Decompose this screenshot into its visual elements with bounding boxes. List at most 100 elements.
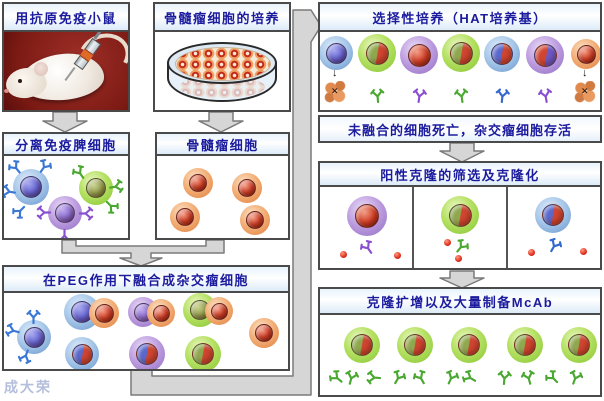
flow-arrow-immunize-to-spleen: [42, 111, 88, 133]
mouse-ear: [34, 62, 48, 76]
antibody-icon: [4, 183, 17, 200]
spleen-cell-icon: [48, 196, 82, 230]
myeloma-cell-icon: [183, 168, 213, 198]
hybridoma-cell-icon: [535, 197, 571, 233]
antibody-icon: [357, 237, 378, 258]
hybridoma-cell-icon: [358, 34, 396, 72]
hybridoma-clone-icon: [561, 327, 597, 363]
flow-arrow-culture-to-myeloma: [198, 111, 244, 133]
clone-well-2: [414, 187, 508, 268]
panel-myeloma-header: 骨髓瘤细胞: [157, 134, 288, 156]
mcab-illustration: [320, 315, 600, 395]
antibody-icon: [342, 368, 360, 386]
hybridoma-cell-icon: [526, 36, 564, 74]
antigen-dot-icon: [455, 255, 462, 262]
hybridoma-clone-icon: [507, 327, 543, 363]
dying-cell-icon: [323, 81, 349, 103]
mouse-nose: [4, 89, 9, 93]
hybridoma-cell-icon: [65, 337, 99, 369]
down-arrow-icon: [582, 68, 588, 79]
petri-dish-illustration: [155, 32, 289, 110]
mouse-eye: [18, 79, 22, 83]
hybridoma-clone-icon: [397, 327, 433, 363]
fusion-illustration: [4, 293, 288, 369]
unfused-spleen-cell-icon: [320, 36, 353, 70]
spleen-cells-illustration: [4, 156, 128, 238]
clone-well-3: [508, 187, 600, 268]
antibody-icon: [494, 87, 510, 103]
myeloma-cell-icon: [240, 205, 270, 235]
fusing-cell-pair-icon: [89, 298, 119, 328]
down-arrow-icon: [332, 68, 338, 79]
panel-spleen-cells: 分离免疫脾细胞: [2, 132, 130, 240]
panel-positive-header: 阳性克隆的筛选及克隆化: [320, 163, 600, 187]
myeloma-cell-icon: [249, 318, 279, 348]
mouse-photo: [4, 32, 128, 110]
flow-loop-peg-to-selective: [130, 9, 322, 396]
antibody-icon: [36, 205, 51, 220]
antigen-dot-icon: [528, 249, 535, 256]
watermark: 成大荣: [4, 379, 52, 395]
myeloma-cell-icon: [232, 173, 262, 203]
antibody-icon: [459, 367, 479, 387]
antibody-icon: [26, 309, 41, 324]
myeloma-cell-colony: [175, 47, 271, 81]
flow-arrow-positive-to-mcab: [439, 270, 485, 289]
panel-myeloma-culture-header: 骨髓瘤细胞的培养: [155, 4, 289, 32]
fusing-cell-pair-icon: [205, 297, 233, 325]
antibody-icon: [410, 367, 430, 387]
myeloma-cell-icon: [170, 202, 200, 232]
panel-immunize-mouse: 用抗原免疫小鼠: [2, 2, 130, 112]
antigen-dot-icon: [394, 252, 401, 259]
panel-peg-fusion: 在PEG作用下融合成杂交瘤细胞: [2, 265, 290, 371]
panel-positive-clones: 阳性克隆的筛选及克隆化: [318, 161, 602, 270]
hybridoma-cell-icon: [400, 36, 438, 74]
myeloma-cells-illustration: [157, 156, 288, 238]
flow-arrow-note-to-positive: [439, 142, 485, 163]
antigen-dot-icon: [340, 251, 347, 258]
hybridoma-clone-icon: [344, 327, 380, 363]
hybridoma-clone-icon: [451, 327, 487, 363]
antibody-icon: [369, 87, 385, 103]
antibody-icon: [451, 236, 472, 257]
hybridoma-cell-icon: [185, 336, 221, 369]
flow-merge-connector-to-peg: [61, 239, 225, 267]
antibody-icon: [108, 178, 125, 195]
antibody-icon: [365, 369, 381, 385]
panel-mcab-production: 克隆扩增以及大量制备McAb: [318, 287, 602, 397]
panel-myeloma-culture: 骨髓瘤细胞的培养: [153, 2, 291, 112]
unfused-myeloma-cell-icon: [571, 39, 600, 69]
fusing-cell-pair-icon: [147, 299, 175, 327]
antibody-icon: [453, 87, 470, 104]
panel-spleen-header: 分离免疫脾细胞: [4, 134, 128, 156]
antibody-icon: [57, 229, 72, 238]
antibody-icon: [542, 367, 563, 388]
panel-immunize-header: 用抗原免疫小鼠: [4, 4, 128, 32]
panel-peg-header: 在PEG作用下融合成杂交瘤细胞: [4, 267, 288, 293]
antigen-dot-icon: [444, 239, 451, 246]
hybridoma-cell-icon: [129, 336, 165, 369]
spleen-cell-icon: [79, 171, 113, 205]
hybridoma-cell-icon: [484, 36, 520, 72]
hybridoma-cell-icon: [347, 196, 387, 236]
antibody-icon: [388, 367, 408, 387]
hybridoma-cell-icon: [441, 196, 479, 234]
fusion-note-bar: 未融合的细胞死亡，杂交瘤细胞存活: [318, 115, 602, 143]
panel-selective-header: 选择性培养（HAT培养基）: [320, 4, 600, 32]
antibody-icon: [79, 206, 94, 221]
panel-myeloma-cells: 骨髓瘤细胞: [155, 132, 290, 240]
spleen-cell-icon: [13, 169, 49, 205]
antibody-icon: [537, 87, 554, 104]
selective-culture-cells: [320, 32, 600, 110]
panel-mcab-header: 克隆扩增以及大量制备McAb: [320, 289, 600, 315]
antibody-icon: [544, 235, 564, 255]
antibody-icon: [411, 87, 428, 104]
clone-well-1: [320, 187, 414, 268]
hybridoma-cell-icon: [442, 34, 480, 72]
spleen-cell-icon: [17, 320, 51, 354]
antigen-dot-icon: [580, 248, 587, 255]
antibody-icon: [566, 368, 585, 387]
dying-cell-icon: [573, 81, 599, 103]
